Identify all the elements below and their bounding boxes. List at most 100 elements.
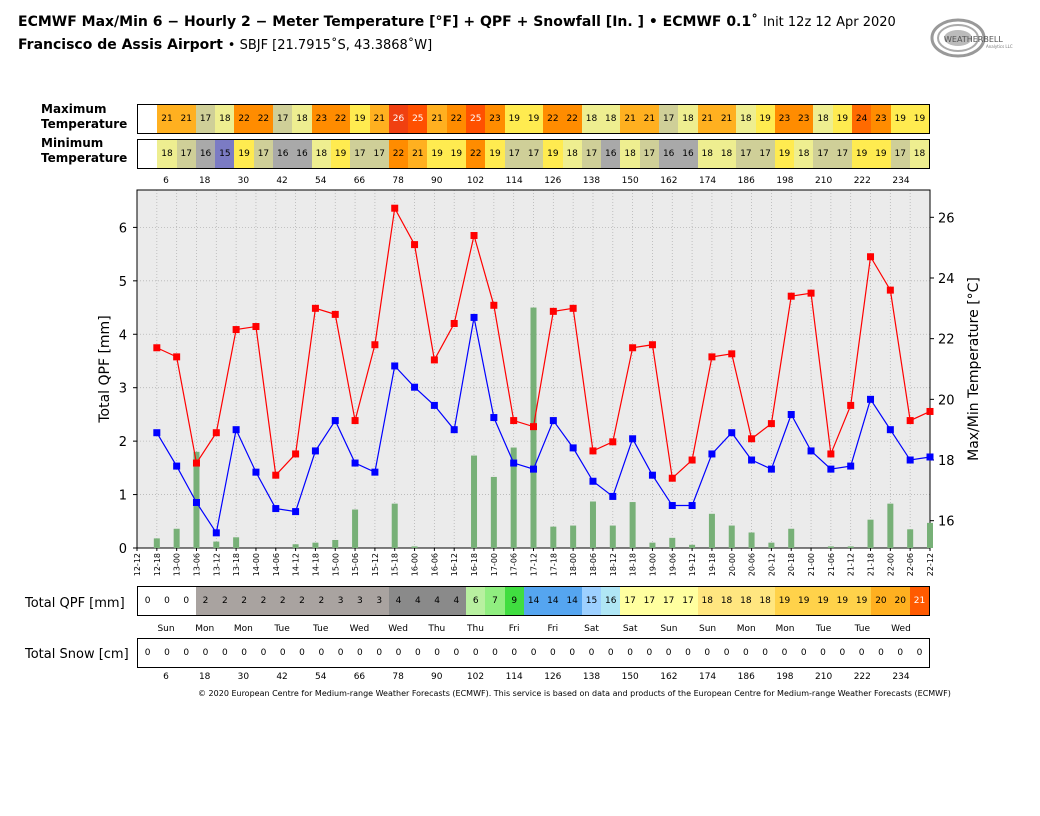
- max-temp-point: [748, 435, 756, 443]
- max-temp-cell: 22: [234, 105, 254, 133]
- qpf-bar: [788, 528, 795, 548]
- snow-cell: 0: [890, 639, 910, 667]
- max-temp-cell: 22: [446, 105, 467, 133]
- snow-cell: 0: [427, 639, 447, 667]
- qpf-cell: 18: [716, 587, 737, 615]
- max-temp-point: [867, 253, 875, 261]
- x-tick-label: 22-00: [886, 553, 895, 576]
- qpf-bar: [471, 455, 478, 548]
- min-temp-point: [192, 498, 200, 506]
- y-right-tick-label: 16: [938, 515, 955, 530]
- qpf-cell: 17: [639, 587, 660, 615]
- max-temp-cell: 21: [369, 105, 389, 133]
- day-label: Thu: [467, 624, 484, 634]
- snow-cell: 0: [253, 639, 274, 667]
- station-code: • SBJF [21.7915˚S, 43.3868˚W]: [227, 38, 433, 53]
- qpf-bar: [550, 526, 557, 548]
- qpf-bar: [907, 529, 914, 548]
- hour-tick-label: 174: [698, 176, 717, 186]
- hour-tick-label: 210: [815, 176, 833, 186]
- max-temp-point: [668, 474, 676, 482]
- snow-cell: 0: [543, 639, 563, 667]
- qpf-cell: 0: [138, 587, 158, 615]
- y-right-tick-label: 20: [938, 393, 955, 408]
- y-tick-label: 0: [119, 542, 127, 557]
- day-label: Tue: [313, 624, 329, 634]
- max-temp-cell: 21: [697, 105, 717, 133]
- min-temp-point: [153, 429, 161, 437]
- x-tick-label: 15-12: [371, 553, 380, 576]
- x-tick-label: 19-00: [648, 553, 657, 576]
- max-temp-point: [510, 417, 518, 425]
- y-tick-label: 6: [119, 221, 127, 236]
- hour-axis-top: 6 18 30 42 54 66 78 90 102 114 126 138 150 162 174 186 1…: [137, 176, 930, 188]
- qpf-bar: [213, 541, 220, 548]
- max-temp-point: [609, 438, 617, 446]
- min-temp-point: [391, 362, 399, 370]
- max-temp-cell: 18: [813, 105, 833, 133]
- min-temp-point: [549, 417, 557, 425]
- x-tick-label: 22-06: [906, 553, 915, 576]
- qpf-cell: 19: [774, 587, 795, 615]
- day-label: Mon: [775, 624, 795, 634]
- min-temp-cell: 22: [388, 140, 409, 168]
- qpf-cell: 17: [678, 587, 698, 615]
- min-temp-point: [787, 411, 795, 419]
- snow-cell: 0: [466, 639, 486, 667]
- snow-cell: 0: [408, 639, 428, 667]
- min-temp-cell: 19: [774, 140, 795, 168]
- min-temp-cell: 18: [620, 140, 640, 168]
- qpf-bar: [867, 519, 874, 548]
- snow-cell: 0: [195, 639, 216, 667]
- hour-tick-label: 6: [163, 672, 169, 682]
- hour-tick-label: 78: [392, 672, 404, 682]
- snow-cell: 0: [697, 639, 717, 667]
- qpf-bar: [352, 509, 359, 548]
- max-temp-point: [589, 447, 597, 455]
- hour-tick-label: 30: [237, 672, 250, 682]
- day-label: Mon: [233, 624, 253, 634]
- x-tick-label: 14-18: [311, 553, 320, 576]
- qpf-cell: 3: [330, 587, 351, 615]
- min-temp-cell: 17: [890, 140, 910, 168]
- min-temp-point: [589, 477, 597, 485]
- day-label: Tue: [815, 624, 832, 634]
- snow-cell: 0: [523, 639, 544, 667]
- max-temp-cell: [138, 105, 158, 133]
- snow-cell: 0: [311, 639, 331, 667]
- min-temp-point: [847, 462, 855, 470]
- min-temp-cell: 19: [330, 140, 351, 168]
- max-temp-cell: 21: [427, 105, 447, 133]
- hour-tick-label: 18: [198, 672, 211, 682]
- qpf-cell: 20: [890, 587, 910, 615]
- max-temp-point: [569, 304, 577, 312]
- qpf-cell: 17: [620, 587, 640, 615]
- min-temp-point: [807, 447, 815, 455]
- max-temp-cell: 18: [736, 105, 756, 133]
- min-temp-cell: 16: [659, 140, 679, 168]
- max-temp-point: [153, 344, 161, 352]
- qpf-bar: [768, 542, 775, 548]
- max-temp-point: [688, 456, 696, 464]
- hour-tick-label: 42: [276, 176, 288, 186]
- min-temp-cell: 19: [851, 140, 872, 168]
- title-text: ECMWF Max/Min 6 − Hourly 2 − Meter Tempe…: [18, 14, 759, 30]
- max-temp-cell: 22: [253, 105, 274, 133]
- min-temp-point: [688, 502, 696, 510]
- day-label: Mon: [736, 624, 756, 634]
- min-temp-cell: 17: [736, 140, 756, 168]
- qpf-cell: 2: [195, 587, 216, 615]
- x-tick-label: 18-06: [589, 553, 598, 576]
- day-label: Fri: [547, 624, 559, 634]
- max-temp-cell: 19: [890, 105, 910, 133]
- hour-tick-label: 198: [776, 176, 794, 186]
- snow-cell: 0: [851, 639, 872, 667]
- y-axis-label: Total QPF [mm]: [97, 315, 113, 423]
- min-temp-cell: 17: [755, 140, 775, 168]
- qpf-bar: [332, 539, 339, 548]
- max-temp-point: [430, 356, 438, 364]
- qpf-cell: 4: [446, 587, 467, 615]
- max-temp-point: [926, 407, 934, 415]
- min-temp-point: [867, 395, 875, 403]
- snow-cell: 0: [794, 639, 814, 667]
